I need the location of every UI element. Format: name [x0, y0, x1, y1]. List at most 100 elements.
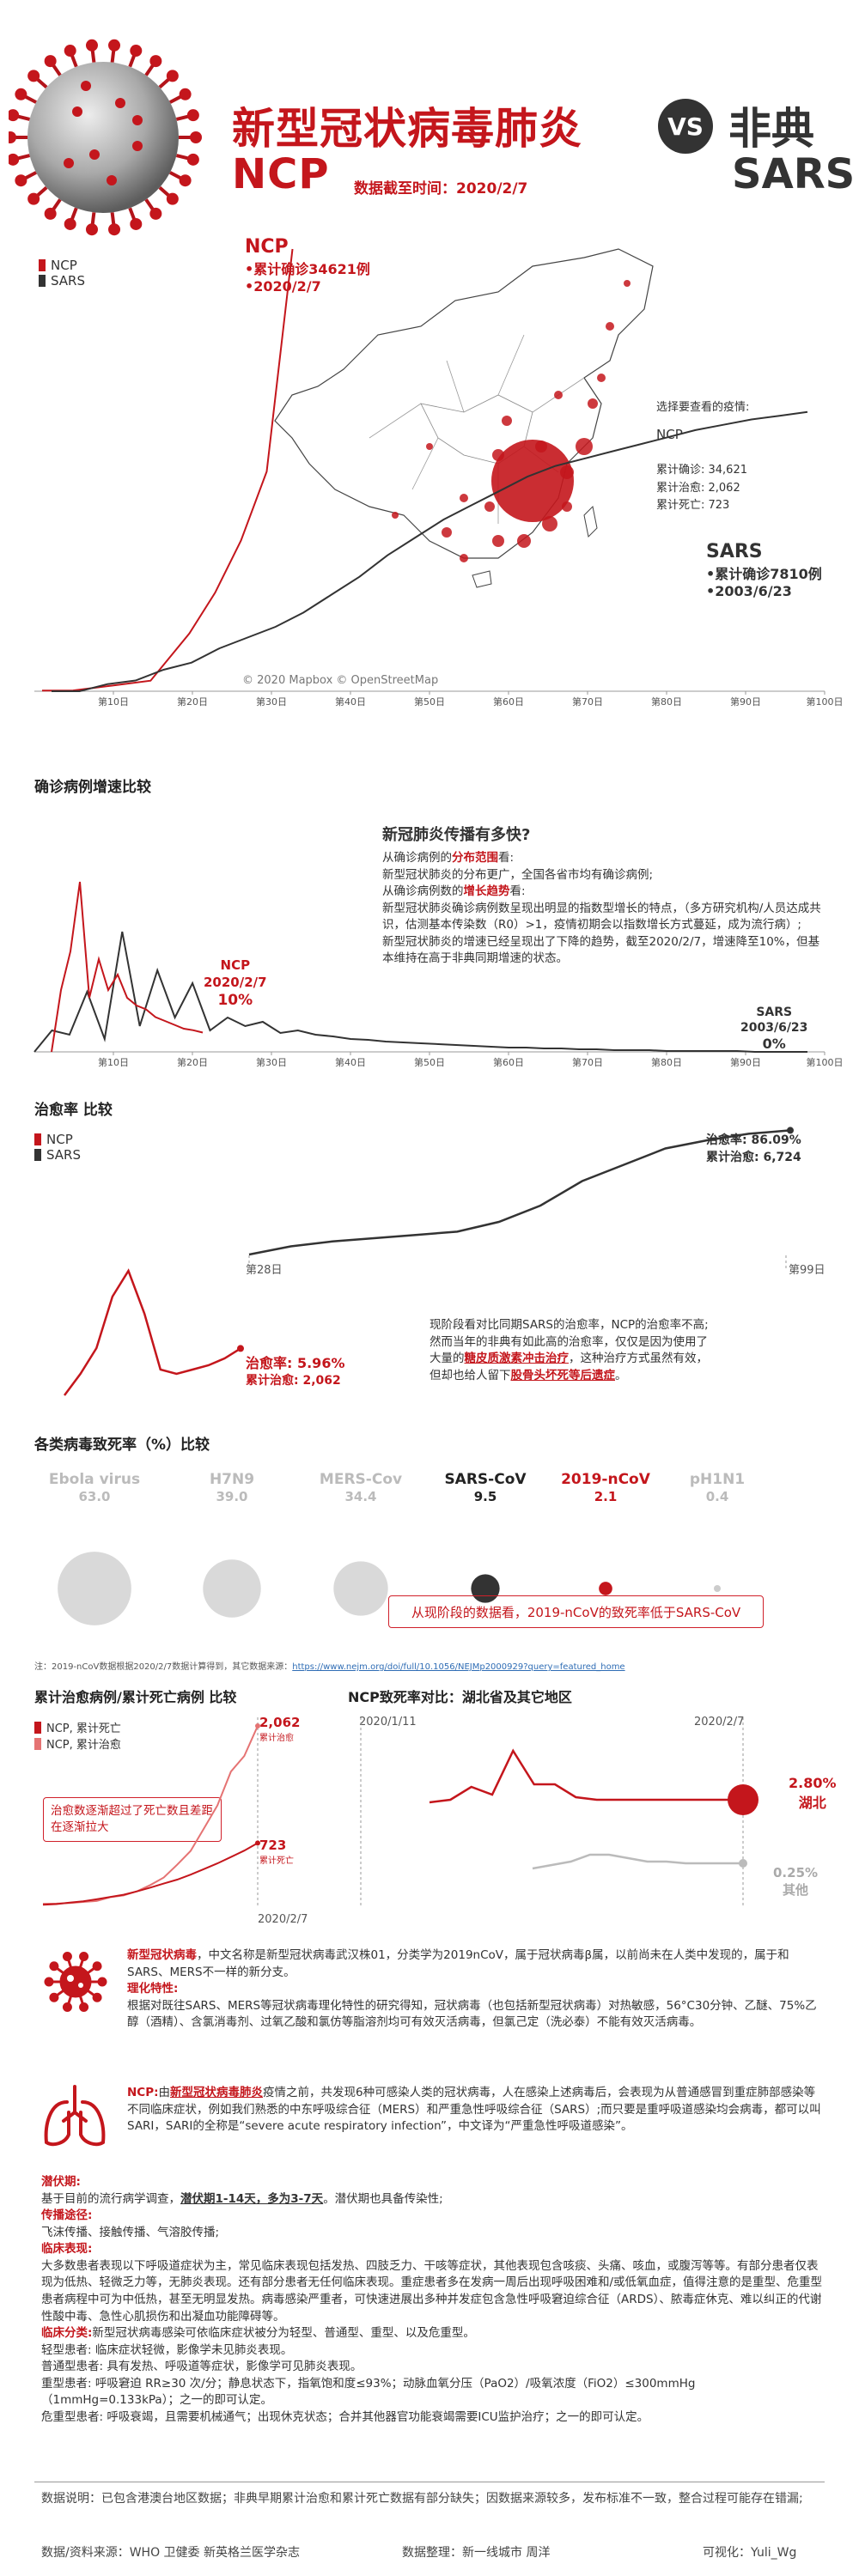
bubble-name: H7N9 — [210, 1471, 254, 1488]
bubble-value: 2.1 — [594, 1489, 618, 1504]
ncp-confirmed-line — [41, 248, 294, 692]
x-tick-label: 第30日 — [256, 696, 287, 708]
footer-viz: 可视化：Yuli_Wg — [703, 2546, 797, 2560]
x-tick-label: 第30日 — [256, 1056, 287, 1068]
bubble-mers-cov — [333, 1561, 388, 1616]
chart5-cured-value: 2,062 累计治愈 — [259, 1715, 301, 1743]
title-ncp-cn: 新型冠状病毒肺炎 — [232, 104, 582, 154]
virus-surface-dot — [132, 115, 143, 125]
x-tick-label: 第70日 — [572, 696, 603, 708]
province-bubble — [576, 438, 593, 455]
virus-surface-dot — [107, 175, 117, 185]
ncp-annotation-confirmed: •累计确诊34621例 — [245, 261, 370, 277]
bubble-name: 2019-nCoV — [561, 1471, 651, 1488]
province-bubble — [484, 501, 495, 512]
virus-icon-tip — [62, 2002, 72, 2012]
chart2-p2: 新型冠状肺炎的分布更广，全国各省市均有确诊病例; — [382, 867, 654, 882]
chart2-p1: 从确诊病例的分布范围看: — [382, 851, 515, 866]
ncp-cure-rate-line — [63, 1268, 241, 1396]
chart2-p3: 从确诊病例数的增长趋势看: — [382, 884, 526, 899]
map-panel-confirmed: 累计确诊: 34,621 — [656, 463, 747, 477]
sars-annotation-date: •2003/6/23 — [706, 583, 792, 599]
info-ncp: NCP:由新型冠状病毒肺炎疫情之前，共发现6种可感染人类的冠状病毒，人在感染上述… — [127, 2086, 821, 2134]
chart4-source-link[interactable]: https://www.nejm.org/doi/full/10.1056/NE… — [292, 1662, 625, 1672]
chart1-svg: 第10日 第20日 第30日 第40日 第50日 第60日 第70日 第80日 第90日 第100… — [34, 248, 844, 708]
virus-spike-tip — [179, 174, 192, 187]
ncp-growth-line — [51, 881, 204, 1053]
hubei-fatality-line — [429, 1748, 743, 1804]
province-bubble — [535, 440, 547, 453]
map-panel-prompt: 选择要查看的疫情: — [656, 401, 750, 414]
chart2-sars-label: SARS 2003/6/23 0% — [740, 1005, 808, 1053]
chart3-legend-sars: SARS — [34, 1147, 81, 1163]
map-panel: 选择要查看的疫情: NCP 累计确诊: 34,621 累计治愈: 2,062 累… — [656, 399, 845, 515]
lungs-icon — [44, 2085, 106, 2147]
virus-icon-tip — [79, 2002, 89, 2012]
province-bubble — [442, 527, 452, 538]
x-tick-label: 第60日 — [493, 1056, 524, 1068]
chart4-source-note: 注：2019-nCoV数据根据2020/2/7数据计算得到，其它数据来源：htt… — [34, 1662, 625, 1672]
bubble-h7n9 — [203, 1559, 261, 1618]
chart5-death-value: 723 累计死亡 — [259, 1838, 294, 1866]
province-bubble — [517, 534, 531, 548]
vs-text: VS — [667, 112, 704, 141]
death-end-dot — [255, 1840, 260, 1846]
x-tick-label: 第50日 — [414, 696, 445, 708]
chart3-svg — [63, 1127, 794, 1396]
sars-confirmed-line — [52, 410, 808, 692]
bubble-name: Ebola virus — [49, 1471, 140, 1488]
chart4-callout: 从现阶段的数据看，2019-nCoV的致死率低于SARS-CoV — [388, 1595, 764, 1628]
virus-icon — [44, 1952, 107, 2012]
chart2-svg: 第10日 第20日 第30日 第40日 第50日 第60日 第70日 第80日 第90日 第100… — [34, 881, 844, 1068]
chart2-explanation: 新冠肺炎传播有多快? 从确诊病例的分布范围看: 新型冠状肺炎的分布更广，全国各省… — [382, 824, 829, 968]
footer-compiled: 数据整理：新一线城市 周洋 — [402, 2546, 551, 2560]
x-tick-label: 第100日 — [807, 696, 844, 708]
province-bubble — [562, 501, 572, 512]
province-bubble — [426, 443, 433, 450]
virus-spike-tip — [149, 55, 162, 68]
sars-cure-rate-line — [248, 1129, 791, 1256]
ncp-cure-end-dot — [237, 1345, 244, 1352]
chart3-day99: 第99日 — [789, 1264, 825, 1277]
bubble-name: pH1N1 — [690, 1471, 745, 1488]
virus-spike-tip — [9, 131, 16, 143]
chart6-other: 0.25% 其他 — [773, 1865, 819, 1898]
virus-surface-dot — [81, 81, 91, 91]
legend-ncp: NCP — [39, 258, 85, 273]
ncp-death-line — [42, 1842, 259, 1906]
province-bubble — [392, 512, 399, 519]
data-date: 数据截至时间：2020/2/7 — [354, 180, 528, 197]
map-attribution: © 2020 Mapbox © OpenStreetMap — [242, 674, 439, 687]
bubble-value: 34.4 — [344, 1489, 376, 1504]
virus-spike-tip — [166, 192, 179, 205]
virus-spike-tip — [85, 223, 98, 236]
chart5-title: 累计治愈病例/累计死亡病例 比较 — [34, 1689, 237, 1705]
bubble-value: 9.5 — [474, 1489, 497, 1504]
other-end-dot — [739, 1859, 747, 1868]
x-tick-label: 第10日 — [98, 696, 129, 708]
chart3-title: 治愈率 比较 — [34, 1102, 113, 1119]
bubble-value: 39.0 — [216, 1489, 247, 1504]
header: 新型冠状病毒肺炎 VS 非典 NCP 数据截至时间：2020/2/7 SARS — [0, 0, 859, 236]
chart6-title: NCP致死率对比：湖北省及其它地区 — [348, 1689, 572, 1705]
virus-spike-tip — [166, 70, 179, 82]
bubble-name: SARS-CoV — [444, 1471, 527, 1488]
virus-spike-tip — [27, 192, 40, 205]
map-panel-cured: 累计治愈: 2,062 — [656, 481, 740, 495]
vs-badge: VS — [658, 99, 713, 154]
virus-icon-tip — [44, 1977, 54, 1987]
x-tick-label: 第40日 — [335, 696, 366, 708]
bubble-value: 63.0 — [78, 1489, 110, 1504]
virus-icon-tip — [49, 1961, 59, 1971]
chart5-date: 2020/2/7 — [258, 1913, 308, 1926]
hubei-end-bubble — [728, 1784, 758, 1815]
province-bubble — [542, 516, 557, 532]
chart2-p4: 新型冠状肺炎确诊病例数呈现出明显的指数型增长的特点，（多方研究机构/人员达成共识… — [382, 901, 821, 933]
china-map — [274, 248, 654, 588]
chart3-ncp-rate: 治愈率: 5.96% 累计治愈: 2,062 — [246, 1355, 345, 1388]
footer-source: 数据/资料来源：WHO 卫健委 新英格兰医学杂志 — [41, 2546, 301, 2560]
sars-growth-line — [34, 931, 807, 1053]
virus-surface-dot — [115, 98, 125, 108]
title-ncp-en: NCP — [232, 150, 330, 198]
taiwan-outline — [583, 505, 598, 538]
